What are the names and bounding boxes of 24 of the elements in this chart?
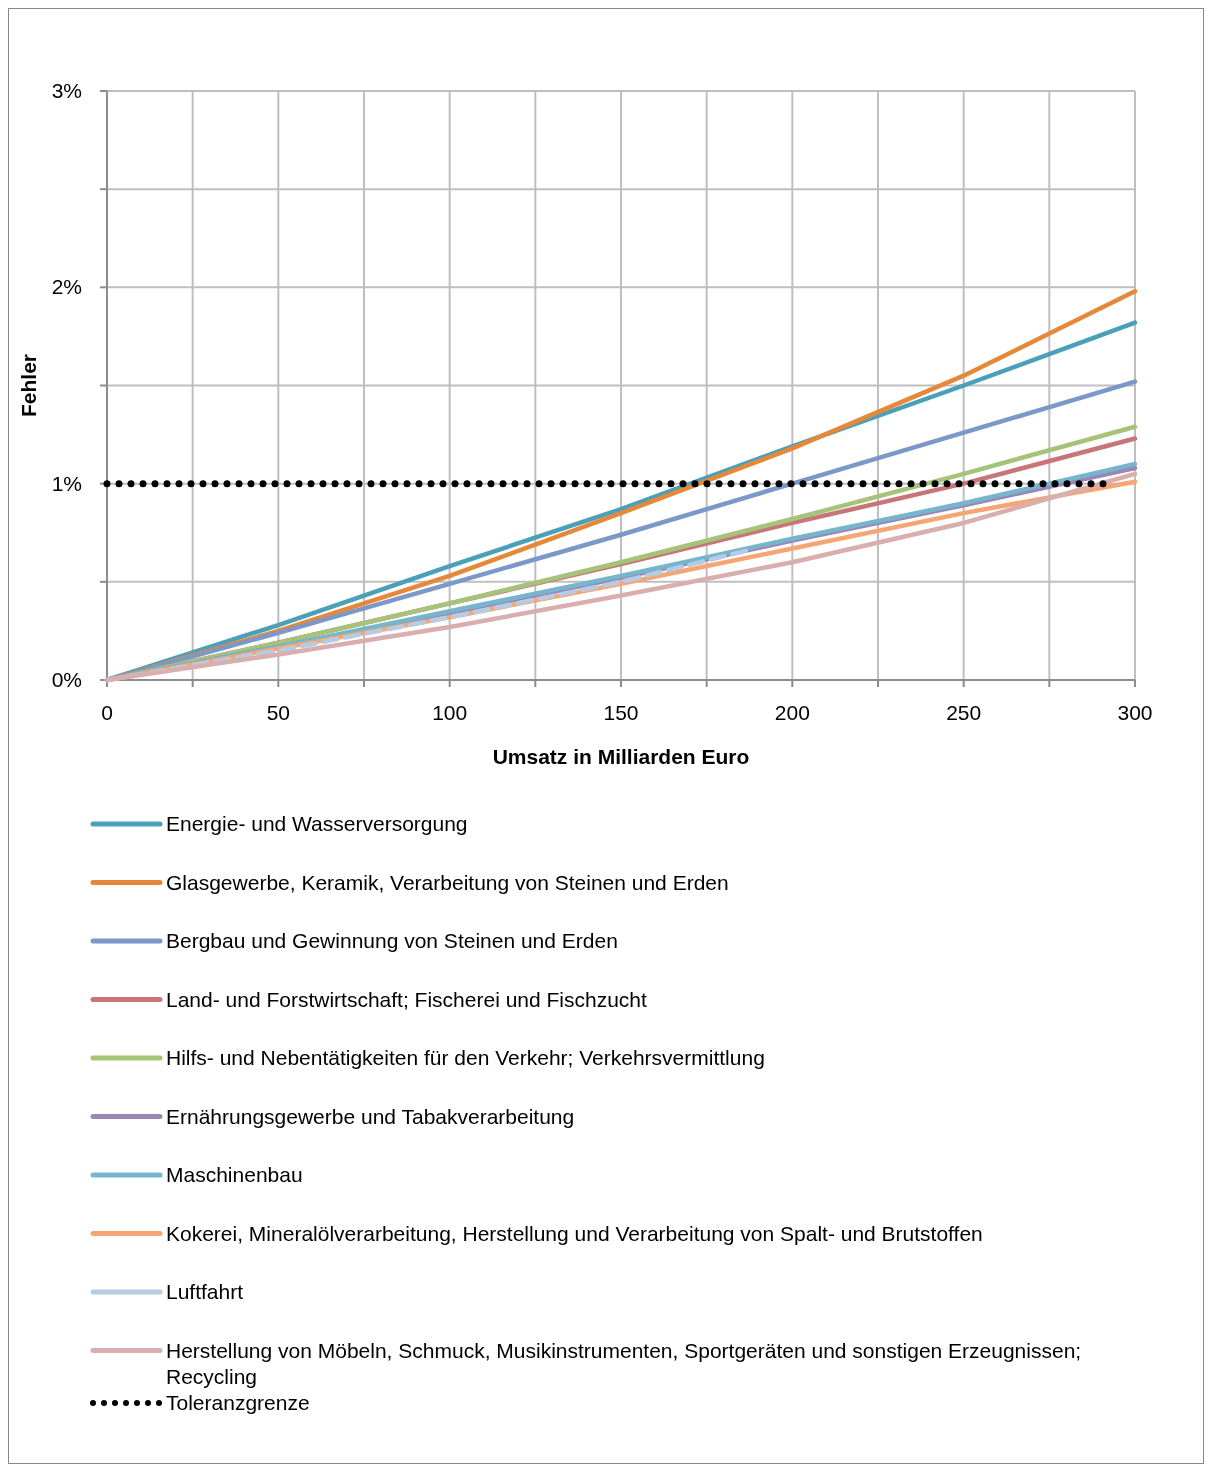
x-axis-title: Umsatz in Milliarden Euro (492, 745, 750, 768)
y-tick-label: 2% (51, 275, 82, 299)
legend-label: Energie- und Wasserversorgung (166, 812, 468, 835)
x-tick-label: 250 (946, 701, 982, 724)
legend-label: Luftfahrt (166, 1280, 244, 1303)
x-tick-label: 0 (101, 701, 113, 724)
legend-label: Kokerei, Mineralölverarbeitung, Herstellung und Verarbeitung von Spalt- und Brutstoffen (166, 1221, 983, 1245)
legend-label: Hilfs- und Nebentätigkeiten für den Verkehr; Verkehrsvermittlung (166, 1046, 765, 1069)
y-tick-label: 1% (51, 471, 82, 495)
x-tick-label: 50 (266, 701, 291, 724)
y-axis-title: Fehler (17, 353, 40, 418)
legend-label: Ernährungsgewerbe und Tabakverarbeitung (166, 1104, 575, 1128)
x-tick-label: 100 (432, 701, 468, 724)
x-tick-label: 300 (1117, 701, 1153, 724)
x-tick-label: 150 (603, 701, 639, 724)
legend-label: Toleranzgrenze (166, 1391, 310, 1414)
legend-label: Glasgewerbe, Keramik, Verarbeitung von Steinen und Erden (166, 870, 729, 894)
legend-label: Maschinenbau (166, 1163, 303, 1186)
legend-label: Bergbau und Gewinnung von Steinen und Erden (166, 929, 618, 952)
legend-label: Herstellung von Möbeln, Schmuck, Musikinstrumenten, Sportgeräten und sonstigen Erzeugnissen; Recycling (166, 1338, 1082, 1388)
y-tick-label: 0% (51, 668, 82, 691)
y-tick-label: 3% (51, 79, 82, 102)
legend-label: Land- und Forstwirtschaft; Fischerei und Fischzucht (166, 987, 648, 1011)
x-tick-label: 200 (774, 701, 810, 724)
